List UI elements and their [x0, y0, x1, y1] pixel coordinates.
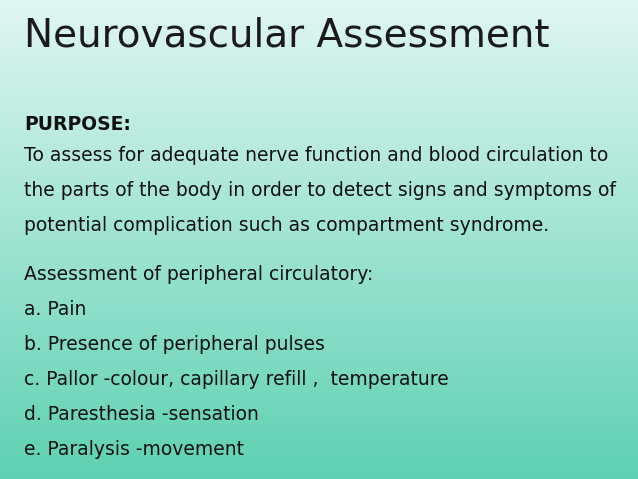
Text: To assess for adequate nerve function and blood circulation to: To assess for adequate nerve function an… — [24, 146, 609, 165]
Text: e. Paralysis -movement: e. Paralysis -movement — [24, 440, 244, 459]
Text: Neurovascular Assessment: Neurovascular Assessment — [24, 17, 550, 55]
Text: the parts of the body in order to detect signs and symptoms of: the parts of the body in order to detect… — [24, 181, 616, 200]
Text: potential complication such as compartment syndrome.: potential complication such as compartme… — [24, 216, 549, 235]
Text: c. Pallor -colour, capillary refill ,  temperature: c. Pallor -colour, capillary refill , te… — [24, 370, 449, 389]
Text: d. Paresthesia -sensation: d. Paresthesia -sensation — [24, 405, 259, 424]
Text: a. Pain: a. Pain — [24, 300, 87, 319]
Text: PURPOSE:: PURPOSE: — [24, 115, 131, 134]
Text: b. Presence of peripheral pulses: b. Presence of peripheral pulses — [24, 335, 325, 354]
Text: Assessment of peripheral circulatory:: Assessment of peripheral circulatory: — [24, 265, 374, 285]
